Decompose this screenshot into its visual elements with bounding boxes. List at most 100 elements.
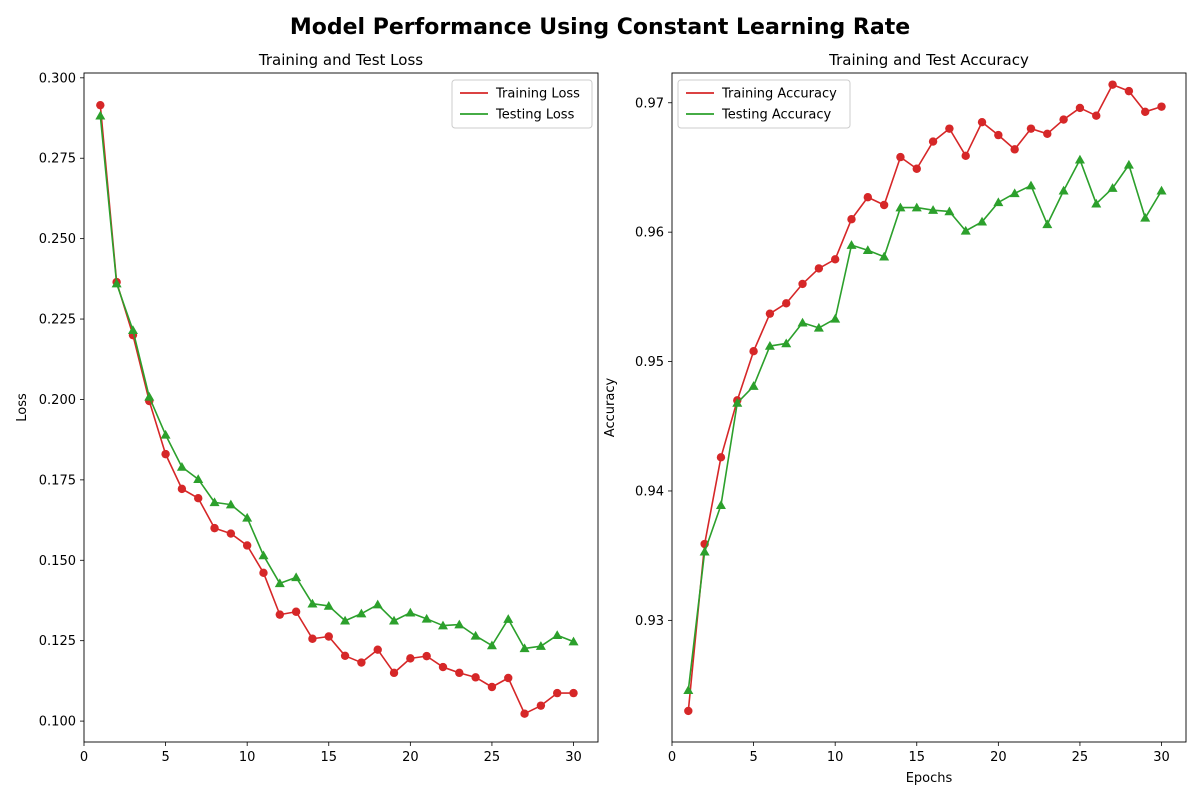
data-point [977,216,988,226]
y-tick-label: 0.100 [39,715,76,730]
legend-box [451,79,593,129]
data-point [1156,185,1167,195]
data-point [716,453,726,462]
panels: Training and Test Loss 0 5 10 15 20 25 30 0.100 0… [15,51,1187,786]
data-point [683,685,694,694]
data-point [111,278,122,288]
y-tick-label: 0.125 [39,634,76,649]
data-point [1140,212,1151,222]
data-point [830,313,841,323]
data-point [357,658,366,667]
y-tick-label: 0.96 [635,226,664,241]
data-point [160,429,171,439]
legend: Training Accuracy Testing Accuracy [677,79,851,129]
data-point [242,512,253,522]
data-point [830,255,840,264]
data-point [1124,86,1134,96]
legend-label: Training Accuracy [721,87,837,102]
y-axis-label: Accuracy [603,378,618,438]
x-tick-label: 0 [668,750,676,765]
data-point [1108,80,1117,89]
data-point [373,645,382,654]
data-point [487,682,497,692]
x-tick-label: 30 [1153,750,1170,765]
data-point [879,251,890,261]
data-point [291,572,302,582]
data-point [813,322,824,332]
data-point [912,164,921,173]
data-point [846,240,857,249]
x-tick-label: 25 [1072,750,1089,765]
y-tick-label: 0.250 [39,232,76,247]
data-point [765,309,775,318]
data-point [389,668,399,678]
series-line [687,83,1162,712]
x-tick-label: 20 [990,750,1007,765]
data-point [798,279,807,289]
data-point [1157,102,1166,111]
panel-title: Training and Test Loss [258,51,423,69]
data-point [1042,219,1053,229]
x-tick-label: 25 [484,750,501,765]
data-point [699,546,710,556]
data-point [1141,107,1150,117]
data-point [471,673,480,682]
data-point [977,117,987,127]
data-point [127,325,138,335]
data-point [944,206,955,216]
panel-accuracy: Training and Test Accuracy 0 5 10 15 20 25 30 0.… [603,51,1187,786]
data-point [225,499,236,509]
data-point [258,550,269,560]
y-tick-label: 0.200 [39,393,76,408]
panel-title: Training and Test Accuracy [828,51,1029,69]
axes-frame [83,72,599,743]
data-point [177,484,187,494]
data-point [1010,145,1019,154]
data-point [764,341,775,350]
figure-suptitle: Model Performance Using Constant Learnin… [290,15,910,40]
data-point [552,630,563,639]
legend-box [677,79,851,129]
data-point [210,523,219,533]
data-point [437,620,448,630]
data-point [684,706,693,716]
data-point [356,608,367,618]
data-point [340,651,350,661]
x-tick-label: 20 [402,750,419,765]
data-point [1026,124,1036,133]
legend-label: Testing Loss [495,108,575,123]
data-point [863,193,873,202]
legend-label: Training Loss [495,87,580,102]
series-training-accuracy [684,80,1166,716]
series-line [687,158,1163,691]
y-tick-label: 0.225 [39,313,76,328]
data-point [242,541,252,550]
data-point [569,688,578,698]
data-point [194,494,203,503]
series-line [99,105,574,715]
data-point [862,245,873,255]
x-tick-label: 15 [908,750,925,765]
data-point [814,264,824,273]
y-tick-label: 0.95 [635,355,664,370]
data-point [960,225,971,235]
data-point [553,688,562,698]
data-point [161,449,170,459]
data-point [748,381,759,390]
y-tick-label: 0.93 [635,614,664,629]
data-point [308,634,317,643]
data-point [928,205,939,214]
data-point [993,197,1004,207]
data-point [1009,188,1020,198]
data-point [1091,198,1102,208]
data-point [193,474,204,483]
data-point [994,130,1003,140]
series-training-loss [96,100,578,718]
data-point [895,202,906,212]
x-tick-label: 15 [320,750,337,765]
data-point [209,497,220,507]
y-axis-label: Loss [15,393,30,422]
data-point [291,607,301,616]
data-point [406,654,415,663]
